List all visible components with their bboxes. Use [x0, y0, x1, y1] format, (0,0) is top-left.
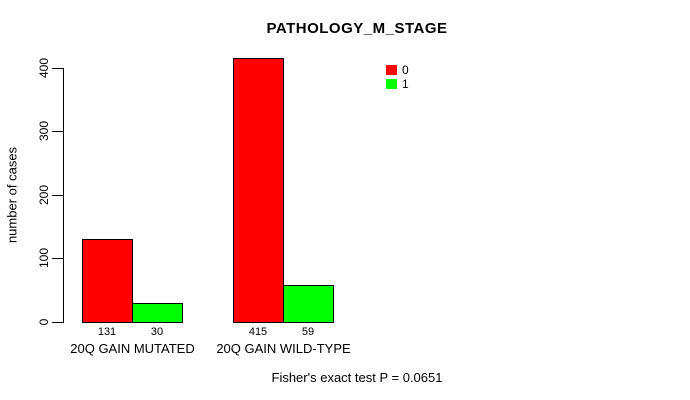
- bar-value-label: 131: [97, 326, 117, 338]
- legend-label: 0: [402, 63, 409, 77]
- y-tick: [52, 68, 63, 69]
- y-tick: [52, 195, 63, 196]
- annotation-text: Fisher's exact test P = 0.0651: [271, 370, 443, 385]
- bar: [132, 303, 183, 323]
- y-tick-label: 200: [37, 184, 51, 206]
- y-tick-label: 300: [37, 120, 51, 142]
- category-label: 20Q GAIN MUTATED: [70, 341, 195, 356]
- bar-value-label: 59: [301, 326, 315, 338]
- y-axis-label: number of cases: [4, 146, 20, 244]
- bar-value-label: 30: [150, 326, 164, 338]
- y-axis-line: [63, 68, 64, 323]
- legend-item: 0: [386, 64, 409, 76]
- legend-swatch: [386, 65, 397, 75]
- legend-label: 1: [402, 77, 409, 91]
- y-tick: [52, 258, 63, 259]
- bar: [233, 58, 284, 323]
- bar: [82, 239, 133, 323]
- y-tick-label: 400: [37, 57, 51, 79]
- y-tick: [52, 322, 63, 323]
- bar: [283, 285, 334, 323]
- bar-value-label: 415: [248, 326, 268, 338]
- chart-title: PATHOLOGY_M_STAGE: [266, 20, 448, 37]
- y-tick: [52, 131, 63, 132]
- y-tick-label: 0: [37, 318, 51, 326]
- legend-item: 1: [386, 78, 409, 90]
- legend-swatch: [386, 79, 397, 89]
- category-label: 20Q GAIN WILD-TYPE: [216, 341, 351, 356]
- y-tick-label: 100: [37, 247, 51, 269]
